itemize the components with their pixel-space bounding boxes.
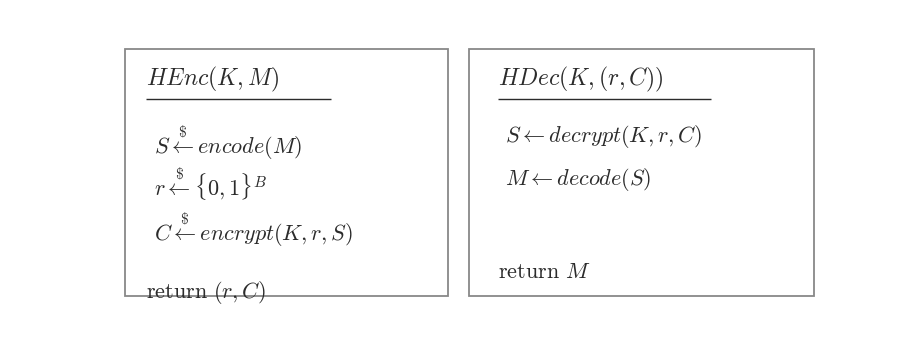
Text: $C \overset{\$}{\leftarrow} \mathit{encrypt}(K, r, S)$: $C \overset{\$}{\leftarrow} \mathit{encr… <box>154 210 353 249</box>
Text: $\mathrm{return}\ M$: $\mathrm{return}\ M$ <box>498 262 590 282</box>
Text: $\mathrm{return}\ (r, C)$: $\mathrm{return}\ (r, C)$ <box>147 279 267 306</box>
Text: $\mathit{HEnc}(K, M)$: $\mathit{HEnc}(K, M)$ <box>147 65 279 94</box>
Text: $\mathit{HDec}(K, (r, C))$: $\mathit{HDec}(K, (r, C))$ <box>498 65 663 94</box>
FancyBboxPatch shape <box>469 49 813 297</box>
FancyBboxPatch shape <box>125 49 448 297</box>
Text: $r \overset{\$}{\leftarrow} \{0,1\}^B$: $r \overset{\$}{\leftarrow} \{0,1\}^B$ <box>154 166 267 204</box>
Text: $S \overset{\$}{\leftarrow} \mathit{encode}(M)$: $S \overset{\$}{\leftarrow} \mathit{enco… <box>154 123 301 162</box>
Text: $S \leftarrow \mathit{decrypt}(K, r, C)$: $S \leftarrow \mathit{decrypt}(K, r, C)$ <box>505 123 703 150</box>
Text: $M \leftarrow \mathit{decode}(S)$: $M \leftarrow \mathit{decode}(S)$ <box>505 166 651 193</box>
